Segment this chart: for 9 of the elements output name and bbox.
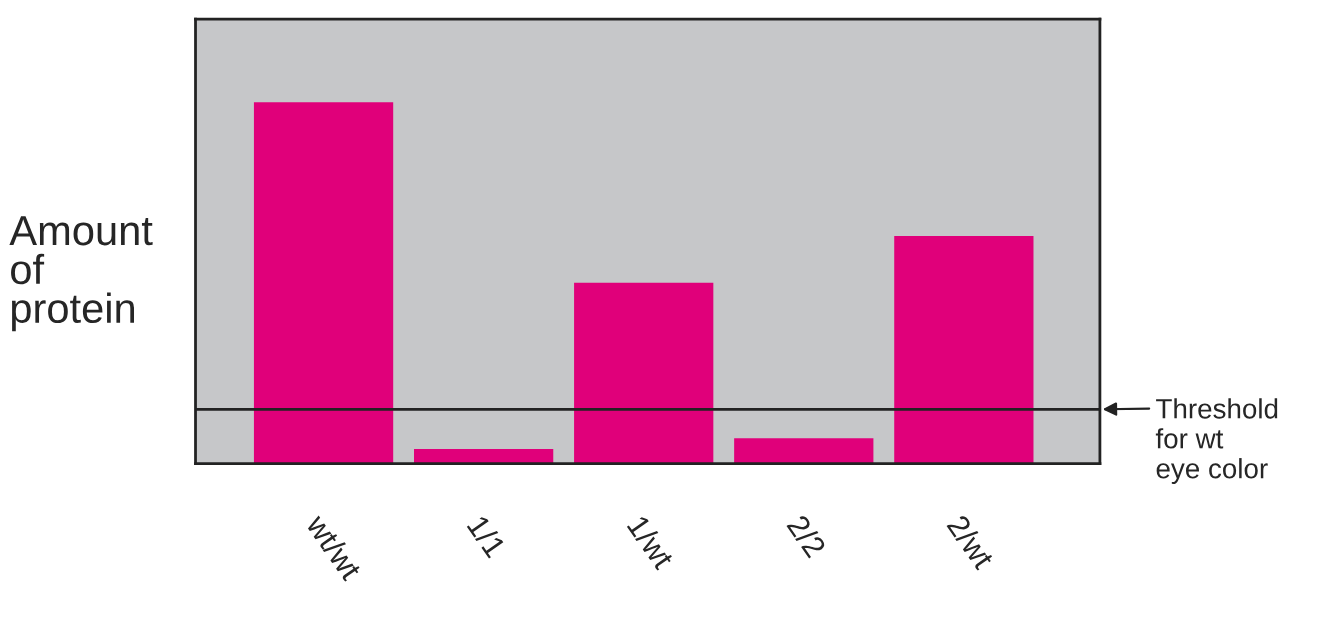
x-tick-label: 1/1 [466, 514, 508, 559]
y-axis-title: Amount of protein [9, 216, 153, 332]
bar [414, 449, 554, 464]
bar [894, 235, 1034, 464]
bar [734, 438, 874, 464]
legend-label: Threshold for wt eye color [1155, 398, 1278, 484]
x-tick-label: 2/2 [786, 513, 828, 559]
bar [574, 282, 714, 464]
bar [253, 102, 394, 464]
